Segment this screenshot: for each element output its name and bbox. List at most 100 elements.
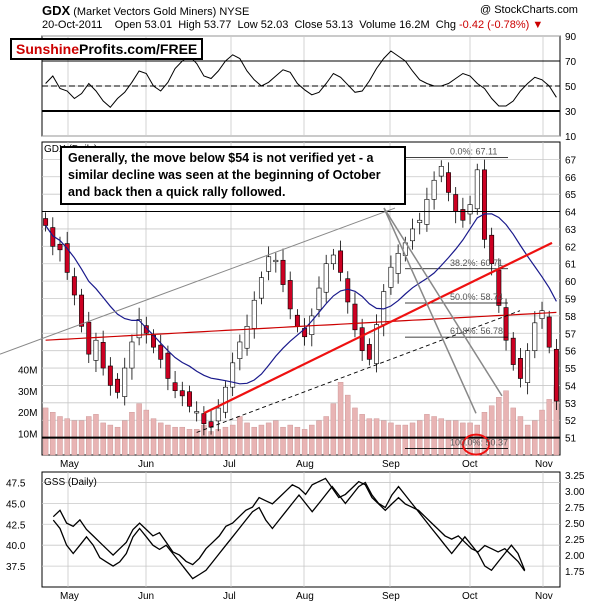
volume-bar [517, 416, 524, 456]
down-arrow-icon: ▼ [532, 19, 544, 31]
candlestick [129, 334, 135, 380]
candle-body [510, 337, 516, 365]
price-tick-label: 62 [565, 242, 577, 253]
candlestick [474, 163, 480, 215]
gss-panel-frame [41, 471, 561, 588]
volume-bar [323, 416, 329, 456]
candlestick [93, 332, 99, 373]
volume-bar [258, 424, 265, 456]
volume-bar [546, 399, 552, 456]
candle-body [215, 407, 221, 422]
volume-bar [503, 390, 509, 456]
gss-right-tick-label: 2.75 [565, 503, 585, 514]
volume-bar [193, 429, 200, 456]
volume-tick-label: 20M [18, 408, 37, 419]
candle-body [352, 303, 358, 331]
candlestick [438, 160, 444, 183]
gss-left-tick-label: 40.0 [6, 541, 26, 552]
volume-bar [93, 414, 99, 456]
candlestick [237, 334, 243, 371]
price-tick-label: 57 [565, 329, 577, 340]
candle-body [93, 339, 99, 361]
price-tick-label: 63 [565, 225, 577, 236]
candlestick [374, 314, 379, 373]
gss-right-tick-label: 2.50 [565, 519, 585, 530]
candle-body [194, 411, 200, 414]
copyright: @ StockCharts.com [480, 4, 578, 16]
candle-body [165, 352, 171, 379]
candlestick [553, 339, 559, 410]
candlestick [481, 159, 487, 249]
rsi-tick-label: 30 [565, 107, 577, 118]
rsi-tick-label: 70 [565, 57, 577, 68]
fib-level-label: 50.0%: 58.74 [450, 292, 503, 302]
candle-body [438, 166, 444, 177]
candlestick [64, 231, 70, 280]
candlestick [352, 292, 358, 338]
candlestick [280, 248, 286, 293]
fib-level-label: 38.2%: 60.71 [450, 258, 503, 268]
candlestick [179, 381, 185, 407]
gss-panel-title: GSS (Daily) [44, 477, 97, 488]
price-tick-label: 64 [565, 208, 577, 219]
volume-bar [539, 409, 545, 456]
candle-body [115, 378, 120, 393]
volume-bar [136, 403, 142, 456]
price-tick-label: 56 [565, 347, 577, 358]
candlestick [215, 399, 221, 432]
candle-body [460, 209, 466, 221]
volume-value: 16.2M [399, 19, 430, 31]
volume-bar [309, 424, 315, 456]
volume-bar [524, 424, 531, 456]
volume-bar [100, 422, 106, 456]
candle-body [172, 382, 178, 391]
brand-part-1: Sunshine [16, 41, 80, 57]
month-label: Jul [223, 591, 236, 602]
gss-left-tick-label: 47.5 [6, 478, 26, 489]
candlestick [172, 371, 178, 399]
volume-bar [265, 422, 272, 456]
candlestick [122, 357, 128, 406]
candlestick [266, 246, 272, 281]
candle-body [287, 280, 293, 310]
candle-body [223, 386, 228, 413]
candlestick [330, 248, 336, 270]
candle-body [100, 342, 106, 369]
volume-bar [229, 424, 236, 456]
volume-bar [186, 429, 193, 456]
overlays [0, 157, 560, 456]
rsi-tick-label: 90 [565, 32, 577, 43]
candle-body [79, 294, 85, 327]
candle-body [179, 390, 185, 397]
month-label: May [60, 591, 79, 602]
volume-bar [251, 426, 257, 456]
gss-left-tick-label: 45.0 [6, 499, 26, 510]
volume-bar [57, 416, 63, 456]
candle-body [201, 413, 207, 424]
candle-body [122, 367, 128, 397]
candle-body [323, 263, 329, 293]
gss-left-tick-label: 37.5 [6, 562, 26, 573]
dashed-trendline [196, 310, 521, 433]
gss-lines [52, 477, 526, 580]
candlestick [287, 271, 293, 320]
candle-body [129, 341, 135, 369]
candlestick [316, 276, 322, 318]
ticker: GDX [42, 3, 71, 18]
candle-body [187, 391, 192, 407]
candle-body [467, 204, 473, 215]
candlestick [187, 385, 192, 413]
candle-body [57, 243, 63, 251]
month-label: Jul [223, 459, 236, 470]
candlestick [359, 318, 365, 361]
price-tick-label: 54 [565, 381, 577, 392]
candlestick [431, 171, 437, 210]
month-label: May [60, 459, 79, 470]
gss-left-tick-label: 42.5 [6, 520, 26, 531]
fib-level-label: 0.0%: 67.11 [450, 146, 497, 156]
candlestick [338, 240, 344, 282]
candlestick [165, 345, 171, 391]
close-label: Close [294, 19, 323, 31]
volume-bar [287, 424, 293, 456]
